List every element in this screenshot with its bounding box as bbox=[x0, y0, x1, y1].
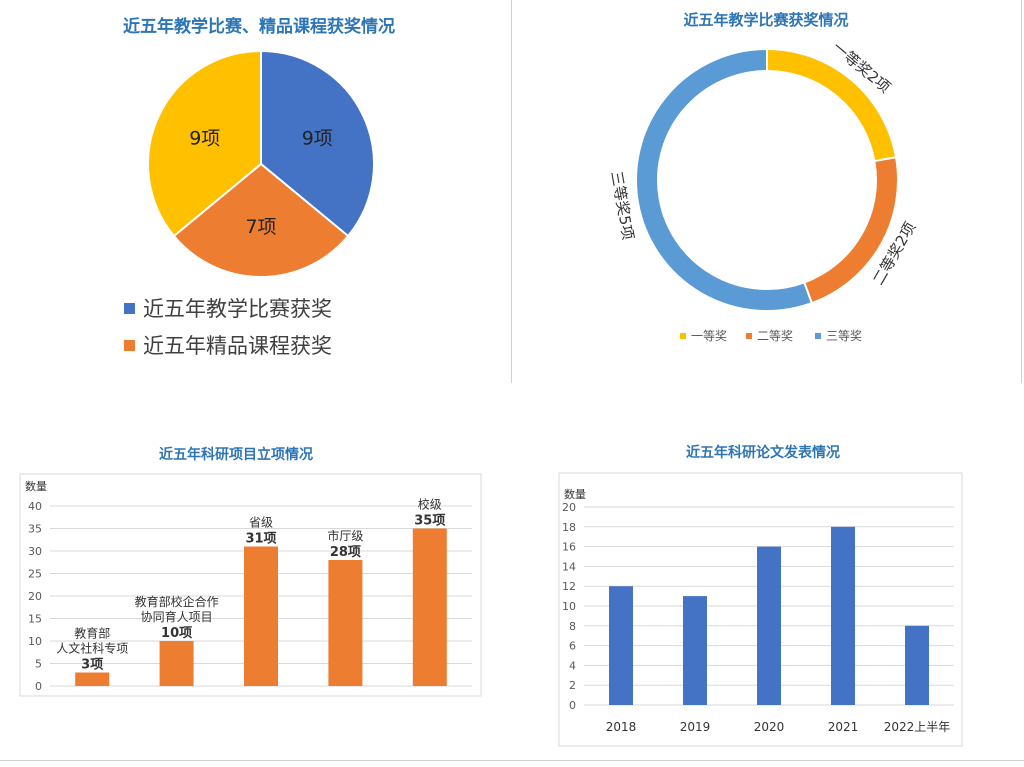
bar bbox=[412, 528, 447, 686]
bar-value-label: 35项 bbox=[414, 514, 445, 529]
x-tick-label: 2022上半年 bbox=[884, 720, 951, 734]
y-tick-label: 0 bbox=[35, 680, 42, 693]
legend-label: 三等奖 bbox=[826, 329, 862, 343]
bar-value-label: 31项 bbox=[245, 532, 276, 547]
bar bbox=[905, 625, 929, 705]
bar-value-label: 28项 bbox=[330, 545, 361, 560]
bar bbox=[328, 560, 363, 686]
bar bbox=[831, 526, 855, 705]
y-tick-label: 5 bbox=[35, 658, 42, 671]
y-tick-label: 12 bbox=[562, 580, 576, 593]
bar-category-label: 教育部 bbox=[74, 626, 110, 641]
slice-label: 9项 bbox=[189, 128, 220, 150]
y-tick-label: 14 bbox=[562, 560, 576, 573]
doughnut-slice bbox=[635, 47, 814, 312]
plot-frame bbox=[558, 472, 963, 747]
x-tick-label: 2018 bbox=[606, 720, 637, 734]
y-tick-label: 6 bbox=[569, 640, 576, 653]
pie-slice bbox=[260, 49, 375, 238]
divider-right-edge bbox=[1021, 0, 1022, 383]
chart-title: 近五年教学比赛获奖情况 bbox=[683, 11, 848, 29]
bar-chart-papers-panel: 近五年科研论文发表情况数量 0 2 4 6 8 10 12 14 16 18 20 2018 2019 20… bbox=[512, 430, 1024, 750]
slice-label: 三等奖5项 bbox=[607, 170, 637, 242]
bar-category-label: 人文社科专项 bbox=[56, 641, 128, 656]
y-tick-label: 10 bbox=[28, 635, 42, 648]
bar bbox=[609, 586, 633, 705]
legend-label: 一等奖 bbox=[691, 329, 727, 343]
y-tick-label: 18 bbox=[562, 521, 576, 534]
bar-category-label: 教育部校企合作 bbox=[135, 594, 219, 609]
slice-label: 9项 bbox=[302, 128, 333, 150]
y-tick-label: 10 bbox=[562, 600, 576, 613]
y-tick-label: 4 bbox=[569, 659, 576, 672]
plot-frame bbox=[19, 473, 482, 697]
doughnut-slice bbox=[766, 47, 898, 163]
bar bbox=[757, 546, 781, 705]
divider-bottom bbox=[0, 760, 1024, 761]
bar bbox=[159, 641, 194, 686]
x-tick-label: 2020 bbox=[754, 720, 785, 734]
y-tick-label: 20 bbox=[28, 590, 42, 603]
bar bbox=[244, 546, 278, 686]
bar-value-label: 10项 bbox=[161, 626, 192, 641]
legend-swatch bbox=[124, 303, 135, 314]
y-tick-label: 15 bbox=[28, 613, 42, 626]
y-axis-label: 数量 bbox=[25, 480, 47, 493]
bar-value-label: 3项 bbox=[81, 658, 103, 673]
y-tick-label: 2 bbox=[569, 679, 576, 692]
bar-category-label: 市厅级 bbox=[327, 528, 363, 543]
y-tick-label: 30 bbox=[28, 545, 42, 558]
y-tick-label: 8 bbox=[569, 620, 576, 633]
chart-title: 近五年科研论文发表情况 bbox=[686, 444, 840, 461]
chart-title: 近五年科研项目立项情况 bbox=[159, 446, 313, 463]
pie-slice bbox=[147, 49, 262, 238]
bar-category-label: 协同育人项目 bbox=[141, 609, 213, 624]
legend-swatch bbox=[815, 333, 821, 339]
y-axis-label: 数量 bbox=[564, 488, 586, 501]
bar-category-label: 省级 bbox=[249, 516, 273, 530]
slice-label: 7项 bbox=[245, 216, 276, 238]
bar bbox=[75, 672, 110, 686]
y-tick-label: 40 bbox=[28, 500, 42, 513]
pie-chart-panel: 近五年教学比赛、精品课程获奖情况 9项 7项 9项近五年教学比赛获奖 近五年精品课程获奖 bbox=[0, 0, 511, 383]
pie-slice bbox=[172, 162, 350, 278]
bar-chart-projects-panel: 近五年科研项目立项情况数量 0 5 10 15 20 25 30 35 40 3项 教育部 人文社科专项… bbox=[0, 430, 511, 730]
legend-swatch bbox=[124, 340, 135, 351]
y-tick-label: 35 bbox=[28, 523, 42, 536]
doughnut-chart-panel: 近五年教学比赛获奖情况 一等奖2项 二等奖2项 三等奖5项 一等奖 二等奖 三等奖 bbox=[512, 0, 1021, 383]
legend-label: 近五年教学比赛获奖 bbox=[143, 297, 332, 321]
bar-category-label: 校级 bbox=[418, 497, 442, 512]
x-tick-label: 2019 bbox=[680, 720, 711, 734]
chart-title: 近五年教学比赛、精品课程获奖情况 bbox=[123, 16, 395, 37]
legend-swatch bbox=[746, 333, 752, 339]
bar bbox=[683, 596, 707, 705]
divider-vertical bbox=[511, 0, 512, 383]
legend-label: 二等奖 bbox=[757, 329, 793, 343]
y-tick-label: 20 bbox=[562, 501, 576, 514]
y-tick-label: 25 bbox=[28, 568, 42, 581]
x-tick-label: 2021 bbox=[828, 720, 859, 734]
y-tick-label: 0 bbox=[569, 699, 576, 712]
legend-swatch bbox=[680, 333, 686, 339]
y-tick-label: 16 bbox=[562, 541, 576, 554]
legend-label: 近五年精品课程获奖 bbox=[143, 334, 332, 358]
